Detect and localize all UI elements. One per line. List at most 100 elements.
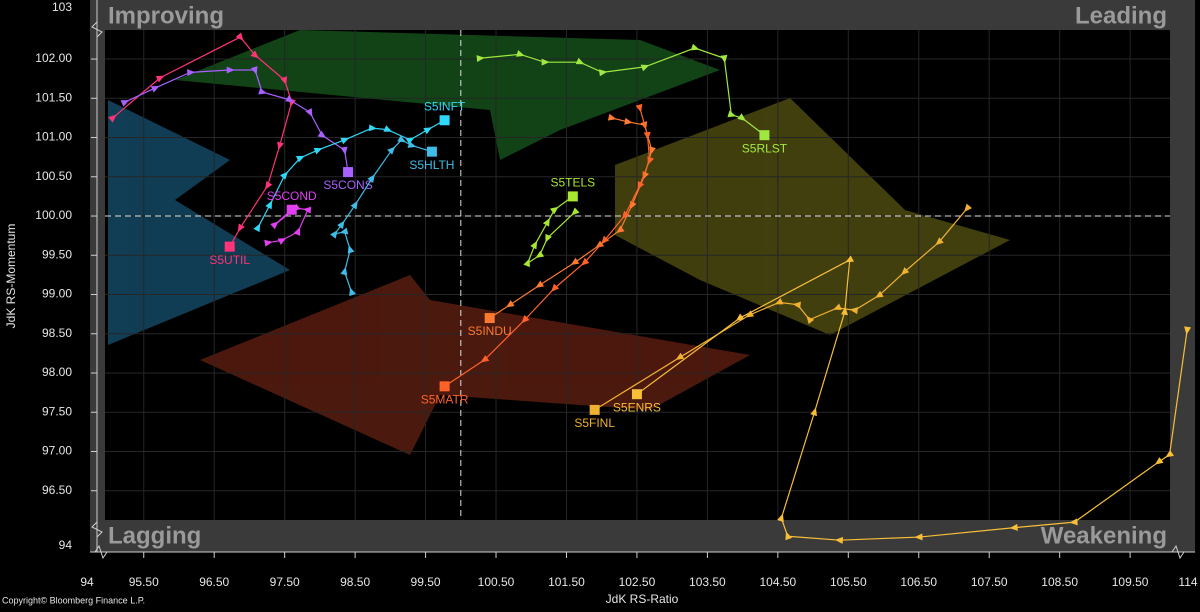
trail-point (523, 258, 530, 268)
trail-point (735, 313, 745, 322)
trail-point (875, 290, 884, 298)
trail-point (235, 32, 244, 41)
trail-point (349, 287, 356, 297)
y-axis-title: JdK RS-Momentum (4, 224, 18, 329)
trail-point (806, 315, 815, 325)
x-tick-label: 95.50 (129, 575, 159, 589)
trail-point (521, 315, 530, 324)
x-tick-label: 104.50 (759, 575, 796, 589)
trail-point (637, 181, 645, 190)
x-tick-label: 98.50 (340, 575, 370, 589)
trail-point (264, 239, 273, 247)
x-break-label: 94 (80, 575, 94, 589)
y-tick-label: 98.50 (42, 326, 72, 340)
trail-point (624, 117, 633, 125)
series-label: S5UTIL (209, 253, 250, 267)
end-point (426, 146, 437, 157)
trail-point (1069, 518, 1078, 526)
trail-point (649, 146, 656, 155)
trail-point (964, 203, 972, 213)
quadrant-label: Weakening (1041, 522, 1167, 549)
series-label: S5HLTH (409, 158, 454, 172)
series-label: S5COND (267, 189, 317, 203)
trail-point (535, 250, 545, 259)
x-tick-label: 99.50 (411, 575, 441, 589)
x-tick-label: 109.50 (1112, 575, 1149, 589)
y-tick-label: 99.00 (42, 287, 72, 301)
trail-point (120, 100, 130, 107)
trail-point (305, 108, 313, 117)
series-label: S5CONS (323, 178, 372, 192)
y-tick-label: 102.00 (35, 51, 72, 65)
trail-point (285, 95, 294, 103)
x-tick-label: 107.50 (971, 575, 1008, 589)
y-break-label: 103 (52, 0, 72, 14)
trail (112, 36, 293, 247)
end-point (439, 115, 450, 126)
trail-point (150, 86, 160, 93)
trail-point (745, 310, 755, 318)
trail-point (253, 223, 261, 233)
quadrant-label: Lagging (108, 522, 201, 549)
end-point (631, 389, 642, 400)
trail-point (397, 135, 406, 143)
trail-point (293, 227, 301, 236)
trail-point (810, 407, 817, 417)
series-label: S5RLST (742, 141, 788, 155)
trail-point (935, 237, 944, 246)
end-point (759, 130, 770, 141)
x-tick-label: 102.50 (619, 575, 656, 589)
x-tick-label: 96.50 (199, 575, 229, 589)
trail-point (785, 531, 793, 541)
quadrant-label: Improving (108, 2, 224, 29)
trail-point (367, 174, 375, 183)
axis-break (91, 21, 103, 38)
trail-point (550, 206, 559, 215)
trail-point (598, 69, 608, 77)
series-label: S5INDU (468, 324, 512, 338)
x-tick-label: 101.50 (548, 575, 585, 589)
trail-point (265, 200, 273, 210)
trail-point (535, 280, 545, 288)
trail-point (340, 137, 350, 145)
trail-point (914, 533, 923, 541)
trail-point (250, 66, 258, 75)
trail-point (727, 110, 737, 118)
trail-point (643, 131, 651, 141)
end-point (343, 167, 354, 178)
trail-point (277, 141, 284, 151)
trail-point (317, 130, 327, 138)
trail-point (313, 147, 323, 155)
arrow-shape (108, 100, 290, 345)
end-point (589, 404, 600, 415)
trail-point (339, 227, 349, 235)
trail-point (1154, 457, 1164, 465)
trail-point (545, 233, 552, 243)
trail-point (675, 352, 685, 360)
trail-point (280, 76, 288, 85)
y-tick-label: 100.50 (35, 169, 72, 183)
trail (636, 258, 1188, 541)
trail-point (108, 114, 117, 123)
trail-point (340, 146, 348, 156)
trail-point (1009, 523, 1018, 531)
trail-point (250, 50, 259, 59)
x-tick-label: 105.50 (830, 575, 867, 589)
trail-point (845, 255, 854, 263)
trail-point (265, 180, 273, 190)
trail-point (551, 283, 560, 292)
trail-point (295, 155, 305, 163)
trail-point (530, 240, 538, 250)
trail-point (833, 303, 842, 310)
series-label: S5TELS (550, 176, 595, 190)
trail-point (690, 43, 700, 51)
x-tick-label: 100.50 (478, 575, 515, 589)
trail-point (505, 300, 515, 308)
trail-point (621, 210, 630, 220)
arrow-shape (200, 275, 750, 455)
y-tick-label: 101.00 (35, 130, 72, 144)
axis-break (1171, 544, 1185, 560)
quadrant-label: Leading (1075, 2, 1167, 29)
trail (594, 207, 968, 411)
trail-point (237, 223, 245, 233)
